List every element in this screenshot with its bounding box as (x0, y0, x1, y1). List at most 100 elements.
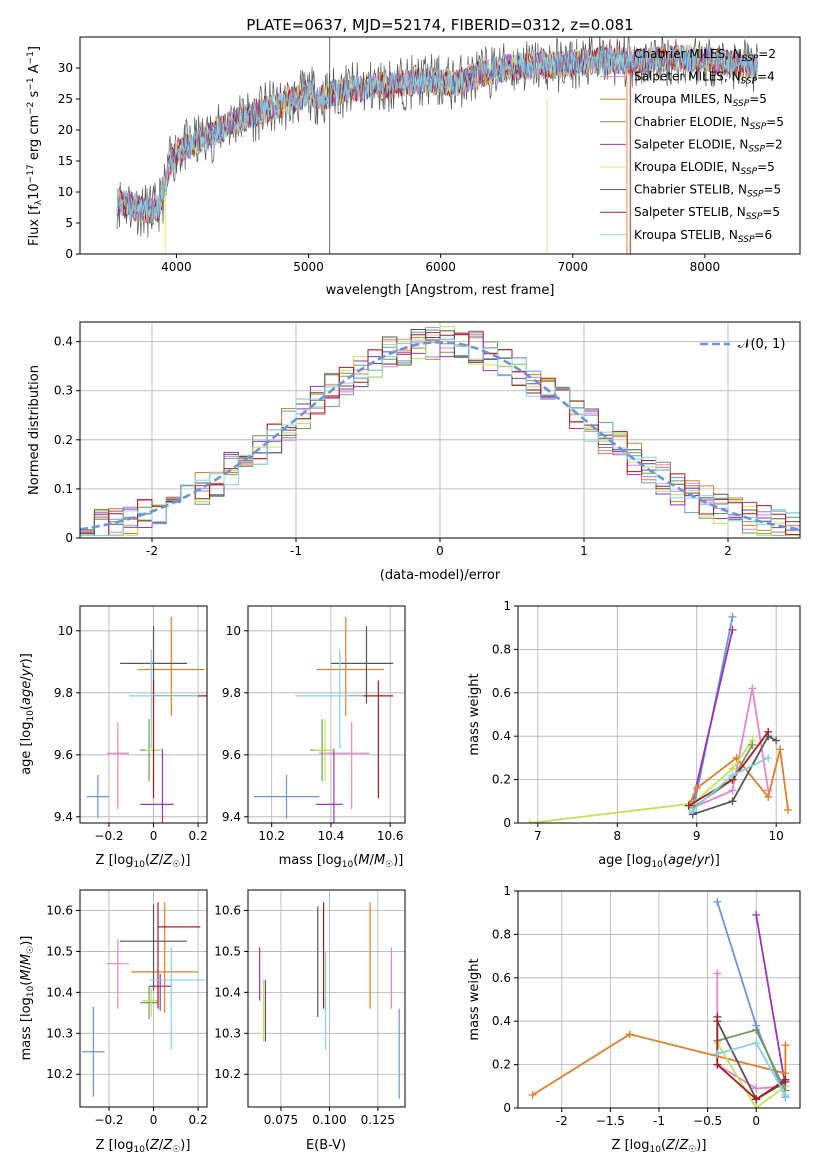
x-tick-label: 8000 (690, 260, 721, 274)
y-axis-label: mass weight (467, 958, 482, 1040)
y-tick-label: 10.3 (214, 1026, 241, 1040)
weight-marker (684, 801, 693, 810)
error-bar-point (348, 680, 394, 799)
x-axis-label: wavelength [Angstrom, rest frame] (326, 283, 555, 298)
x-tick-label: −0.2 (94, 829, 123, 843)
mass-z-axes: −0.2 0 0.2 10.2 10.3 10.4 10.5 10.6 Z [log10(Z/Z… (19, 889, 208, 1155)
x-tick-label: 0.075 (264, 1113, 298, 1127)
y-axis-label: mass [log10(M/M☉)] (19, 936, 36, 1061)
legend-entry: Kroupa STELIB, NSSP=6 (634, 228, 772, 245)
y-tick-label: 0.8 (492, 642, 511, 656)
x-tick-label: 6000 (425, 260, 456, 274)
weight-series (688, 684, 773, 812)
error-bar-point (106, 939, 130, 1009)
weight-marker (625, 1030, 634, 1039)
x-tick-label: −1.5 (596, 1114, 625, 1128)
error-bar-point (131, 902, 199, 1013)
weight-marker (528, 1090, 537, 1099)
x-tick-label: 7000 (557, 260, 588, 274)
weight-marker (752, 1084, 761, 1093)
y-tick-label: 30 (58, 61, 73, 75)
x-axis-label: E(B-V) (306, 1138, 346, 1153)
axes-frame (79, 605, 208, 824)
y-tick-label: 9.6 (54, 748, 73, 762)
mass-ebv-axes: 0.075 0.100 0.125 10.2 10.3 10.4 10.5 10.6 E(B-V… (214, 889, 406, 1153)
x-tick-label: 0.100 (312, 1113, 346, 1127)
legend-entry: Salpeter ELODIE, NSSP=2 (634, 137, 783, 154)
legend: Chabrier MILES, NSSP=2 Salpeter MILES, NS… (600, 47, 784, 245)
weight-series (688, 753, 773, 814)
x-tick-label: 8 (613, 829, 621, 843)
y-tick-label: 9.4 (54, 810, 73, 824)
y-tick-label: 10 (58, 624, 73, 638)
x-tick-label: 10.6 (377, 829, 404, 843)
y-tick-label: 0.4 (54, 335, 73, 349)
error-bar-point (120, 904, 187, 991)
weight-line (691, 629, 734, 802)
x-tick-label: 2 (724, 544, 732, 558)
x-axis-label: age [log10(age/yr)] (598, 853, 720, 870)
charts: 4000 5000 6000 7000 8000051015202530waveleng… (19, 36, 801, 1155)
y-tick-label: 0.6 (492, 686, 511, 700)
figure-title: PLATE=0637, MJD=52174, FIBERID=0312, z=0… (246, 16, 633, 34)
weight-marker (728, 771, 737, 780)
weight-marker (752, 910, 761, 919)
histogram-series (80, 339, 800, 536)
residual-axes: -2 -1 0 1 2 0 0.1 0.2 0.3 0.4 (data-model)/error No… (27, 321, 801, 583)
error-bar-point (140, 748, 174, 823)
weight-marker (728, 612, 737, 621)
y-tick-label: 0 (503, 1101, 511, 1115)
y-tick-label: 10.5 (46, 944, 73, 958)
weight-marker (752, 1025, 761, 1034)
y-tick-label: 9.4 (222, 810, 241, 824)
weight-marker (776, 745, 785, 754)
y-tick-label: 9.6 (222, 748, 241, 762)
x-tick-label: 5000 (293, 260, 324, 274)
x-tick-label: 0.2 (189, 829, 208, 843)
x-tick-label: -2 (146, 544, 158, 558)
legend-entry: Chabrier ELODIE, NSSP=5 (634, 115, 784, 132)
plot-area (80, 326, 800, 536)
weight-marker (713, 1060, 722, 1069)
y-tick-label: 1 (503, 599, 511, 613)
y-tick-label: 0.2 (54, 433, 73, 447)
legend-entry: Salpeter MILES, NSSP=4 (634, 70, 775, 87)
weight-line (529, 739, 754, 823)
weight-marker (728, 625, 737, 634)
y-tick-label: 20 (58, 123, 73, 137)
error-bar-point (295, 649, 364, 749)
error-bar-point (157, 902, 201, 1009)
y-tick-label: 9.8 (54, 686, 73, 700)
y-axis-label: Normed distribution (27, 365, 42, 495)
y-tick-label: 10.6 (214, 903, 241, 917)
weight-series (688, 732, 781, 819)
x-axis-label: (data-model)/error (380, 568, 501, 583)
x-tick-label: -1 (290, 544, 302, 558)
age-mass-axes: 10.2 10.4 10.6 9.4 9.6 9.8 10 mass [log10(M/M☉)… (222, 605, 406, 870)
y-axis-label: mass weight (467, 673, 482, 755)
y-tick-label: 10.2 (46, 1067, 73, 1081)
axes-frame (517, 605, 801, 824)
x-tick-label: 0 (150, 1113, 158, 1127)
weight-marker (752, 1038, 761, 1047)
histogram-series (80, 334, 800, 536)
y-tick-label: 5 (65, 216, 73, 230)
x-tick-label: 0.2 (189, 1113, 208, 1127)
error-bar-point (253, 774, 320, 819)
y-tick-label: 15 (58, 154, 73, 168)
weight-series (713, 1038, 790, 1099)
plot-area (259, 902, 400, 1099)
error-bar-point (330, 626, 394, 704)
weight-series (713, 1017, 790, 1104)
weight-series (713, 1012, 790, 1104)
y-tick-label: 0 (503, 816, 511, 830)
plot-area (253, 616, 394, 823)
y-tick-label: 0 (65, 247, 73, 261)
weight-marker (752, 1095, 761, 1104)
y-tick-label: 10.5 (214, 944, 241, 958)
weight-line (716, 1016, 786, 1101)
weight-age-axes: 7 8 9 10 0 0.2 0.4 0.6 0.8 1 age [log10(age/yr)] ma… (467, 599, 801, 870)
legend-entry: Kroupa MILES, NSSP=5 (634, 92, 767, 109)
x-tick-label: 9 (693, 829, 701, 843)
